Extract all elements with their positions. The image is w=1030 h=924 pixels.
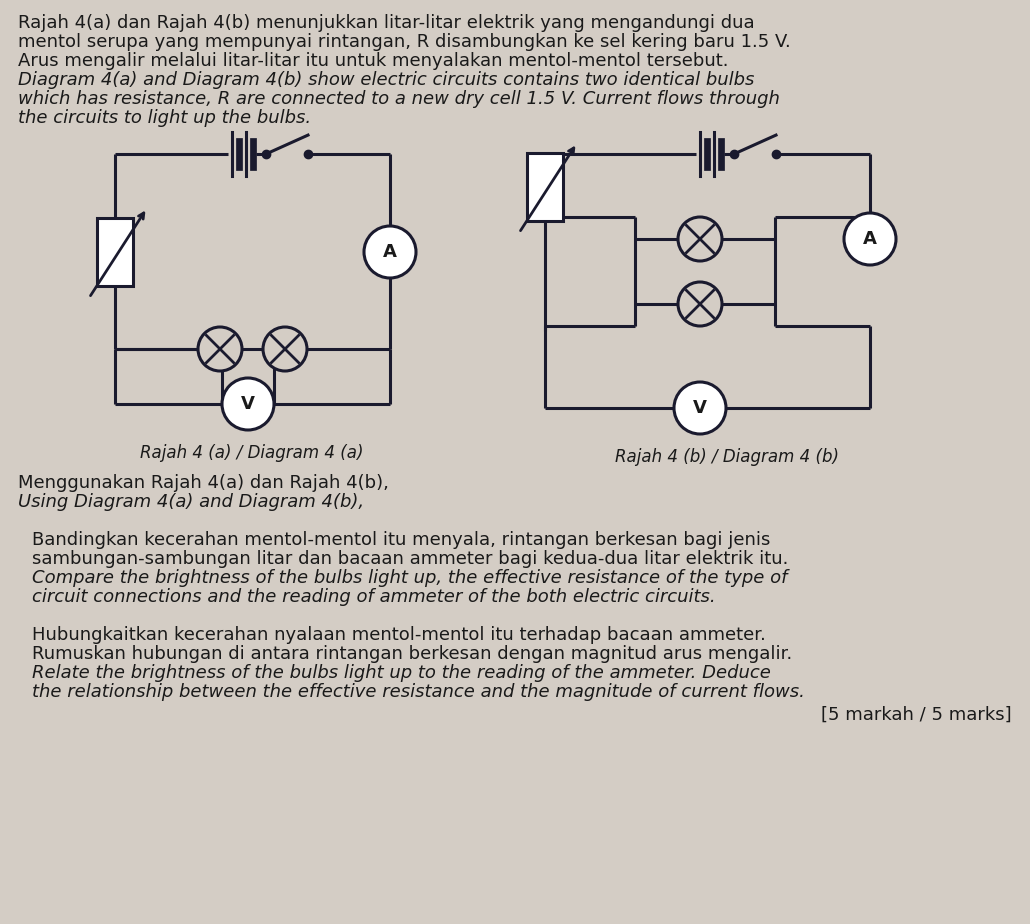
Text: Rajah 4 (a) / Diagram 4 (a): Rajah 4 (a) / Diagram 4 (a) [140,444,364,462]
Text: V: V [693,399,707,417]
Text: sambungan-sambungan litar dan bacaan ammeter bagi kedua-dua litar elektrik itu.: sambungan-sambungan litar dan bacaan amm… [32,550,788,568]
Circle shape [674,382,726,434]
Text: A: A [383,243,397,261]
Text: [5 markah / 5 marks]: [5 markah / 5 marks] [821,706,1012,724]
Text: Rajah 4 (b) / Diagram 4 (b): Rajah 4 (b) / Diagram 4 (b) [615,448,839,466]
Text: Relate the brightness of the bulbs light up to the reading of the ammeter. Deduc: Relate the brightness of the bulbs light… [32,664,770,682]
Circle shape [678,282,722,326]
Text: Menggunakan Rajah 4(a) dan Rajah 4(b),: Menggunakan Rajah 4(a) dan Rajah 4(b), [18,474,389,492]
Text: Using Diagram 4(a) and Diagram 4(b),: Using Diagram 4(a) and Diagram 4(b), [18,493,365,511]
Text: Rumuskan hubungan di antara rintangan berkesan dengan magnitud arus mengalir.: Rumuskan hubungan di antara rintangan be… [32,645,792,663]
Circle shape [198,327,242,371]
Text: Hubungkaitkan kecerahan nyalaan mentol-mentol itu terhadap bacaan ammeter.: Hubungkaitkan kecerahan nyalaan mentol-m… [32,626,766,644]
Circle shape [678,217,722,261]
Text: Rajah 4(a) dan Rajah 4(b) menunjukkan litar-litar elektrik yang mengandungi dua: Rajah 4(a) dan Rajah 4(b) menunjukkan li… [18,14,755,32]
Text: which has resistance, R are connected to a new dry cell 1.5 V. Current flows thr: which has resistance, R are connected to… [18,90,780,108]
Text: A: A [863,230,877,248]
Bar [527,153,563,221]
Circle shape [844,213,896,265]
Text: Bandingkan kecerahan mentol-mentol itu menyala, rintangan berkesan bagi jenis: Bandingkan kecerahan mentol-mentol itu m… [32,531,770,549]
Text: circuit connections and the reading of ammeter of the both electric circuits.: circuit connections and the reading of a… [32,588,716,606]
Text: Compare the brightness of the bulbs light up, the effective resistance of the ty: Compare the brightness of the bulbs ligh… [32,569,788,587]
Text: the circuits to light up the bulbs.: the circuits to light up the bulbs. [18,109,311,127]
Text: mentol serupa yang mempunyai rintangan, R disambungkan ke sel kering baru 1.5 V.: mentol serupa yang mempunyai rintangan, … [18,33,791,51]
Bar [97,218,133,286]
Text: the relationship between the effective resistance and the magnitude of current f: the relationship between the effective r… [32,683,804,701]
Text: Diagram 4(a) and Diagram 4(b) show electric circuits contains two identical bulb: Diagram 4(a) and Diagram 4(b) show elect… [18,71,754,89]
Circle shape [364,226,416,278]
Circle shape [222,378,274,430]
Text: Arus mengalir melalui litar-litar itu untuk menyalakan mentol-mentol tersebut.: Arus mengalir melalui litar-litar itu un… [18,52,728,70]
Circle shape [263,327,307,371]
Text: V: V [241,395,255,413]
